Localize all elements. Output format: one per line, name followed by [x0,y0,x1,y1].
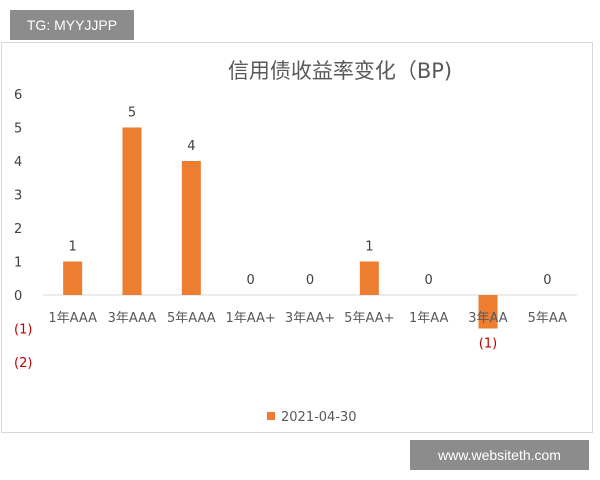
data-label: (1) [479,337,497,352]
x-tick-label: 1年AA [409,311,449,326]
data-labels: 1 5 4 0 0 1 0 (1) 0 [69,106,552,352]
chart-frame [1,42,593,433]
x-tick-label: 5年AA+ [344,311,394,326]
data-label: 4 [187,139,195,154]
data-label: 0 [425,273,433,288]
bar [63,261,83,295]
y-tick-label: (2) [14,356,32,371]
y-tick-label: 6 [14,88,22,103]
y-tick-label: 0 [14,289,22,304]
x-tick-label: 3年AAA [108,311,157,326]
data-label: 0 [247,273,255,288]
data-label: 1 [69,240,77,255]
data-label: 1 [365,240,373,255]
y-tick-label: 2 [14,222,22,237]
x-tick-label: 1年AAA [48,311,97,326]
y-tick-label: 3 [14,189,22,204]
data-label: 0 [543,273,551,288]
chart-title: 信用债收益率变化（BP) [228,59,452,83]
legend-swatch [267,412,275,420]
data-label: 0 [306,273,314,288]
y-tick-label: (1) [14,323,32,338]
bar [122,127,142,295]
y-tick-label: 1 [14,256,22,271]
y-axis-ticks: 6 5 4 3 2 1 0 (1) (2) [14,88,32,371]
watermark-bottom: www.websiteth.com [410,440,589,470]
bars [63,127,498,329]
data-label: 5 [128,106,136,121]
x-tick-label: 5年AA [528,311,568,326]
x-tick-label: 3年AA+ [285,311,335,326]
y-tick-label: 5 [14,122,22,137]
x-tick-label: 1年AA+ [226,311,276,326]
legend: 2021-04-30 [267,410,357,425]
legend-label: 2021-04-30 [281,410,357,425]
bar [359,261,379,295]
y-tick-label: 4 [14,155,22,170]
bar [478,295,498,329]
x-axis-ticks: 1年AAA 3年AAA 5年AAA 1年AA+ 3年AA+ 5年AA+ 1年AA 3年AA 5年… [48,311,567,326]
x-tick-label: 3年AA [468,311,508,326]
bar [181,161,201,295]
watermark-top: TG: MYYJJPP [10,10,134,40]
x-tick-label: 5年AAA [167,311,216,326]
